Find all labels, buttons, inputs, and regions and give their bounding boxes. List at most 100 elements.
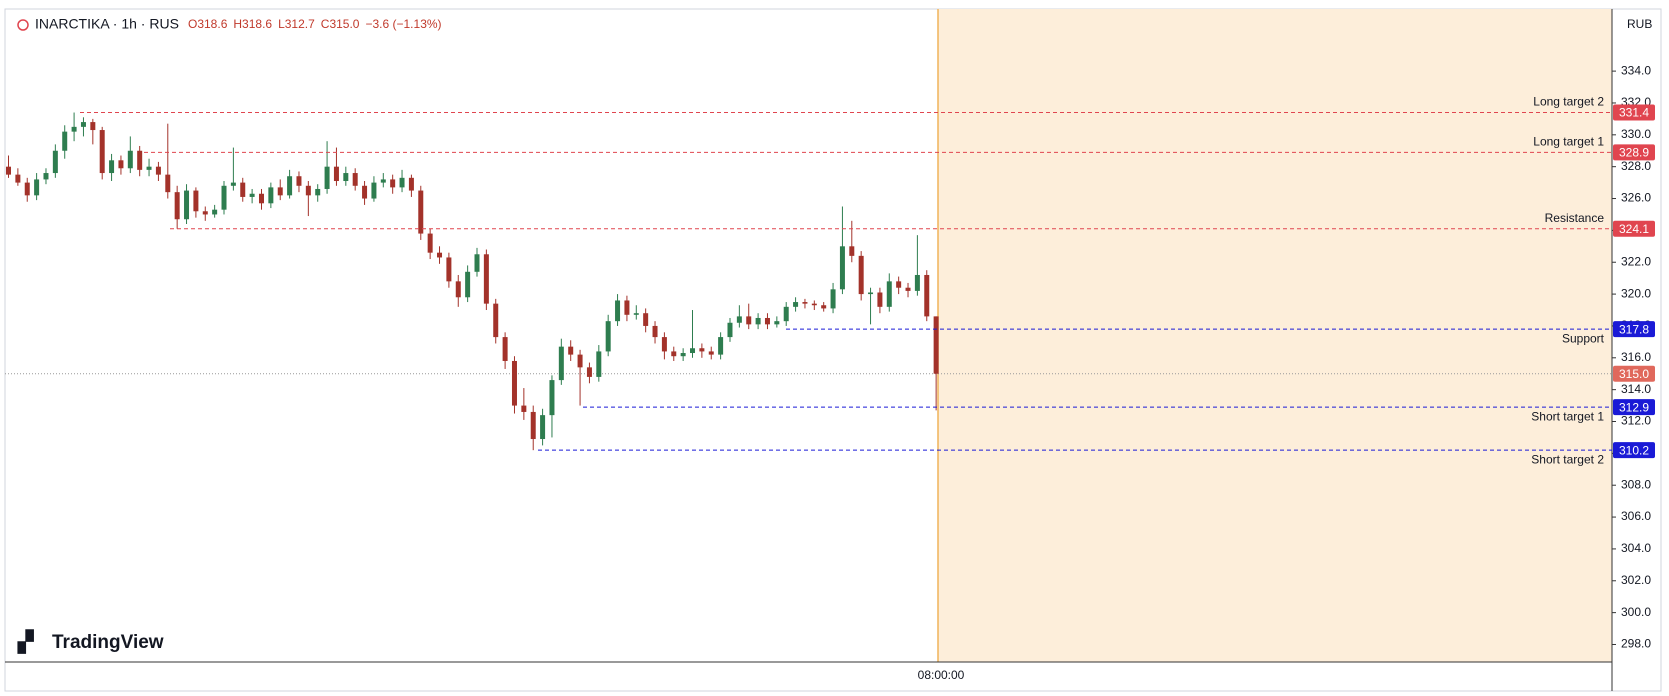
candle-body <box>483 254 489 304</box>
candle-body <box>427 233 433 253</box>
candle-body <box>118 160 124 169</box>
candle-body <box>746 316 752 325</box>
y-tick-label: 308.0 <box>1621 477 1651 491</box>
brand-logo: ▞ <box>17 628 34 654</box>
candle-body <box>6 166 11 175</box>
candle-body <box>558 346 564 381</box>
candle-body <box>868 292 874 295</box>
price-tag <box>1613 365 1655 382</box>
level-label: Short target 1 <box>1531 409 1604 423</box>
candle-body <box>774 321 780 325</box>
y-tick-label: 306.0 <box>1621 509 1651 523</box>
price-tag <box>1613 220 1655 237</box>
candle-body <box>633 313 639 315</box>
y-tick-label: 300.0 <box>1621 605 1651 619</box>
candle-body <box>305 185 311 196</box>
y-tick-label: 328.0 <box>1621 159 1651 173</box>
candle-body <box>268 187 274 204</box>
candle-body <box>821 305 827 309</box>
candle-body <box>905 287 911 291</box>
candle-body <box>362 185 368 199</box>
level-label: Support <box>1562 331 1605 345</box>
candle-body <box>521 405 527 412</box>
level-label: Long target 2 <box>1533 95 1604 109</box>
candle-body <box>24 182 30 196</box>
y-tick-label: 334.0 <box>1621 63 1651 77</box>
candle-body <box>296 176 302 186</box>
candle-body <box>455 281 461 298</box>
candle-body <box>390 179 396 188</box>
candle-body <box>184 190 190 220</box>
price-tag-label: 328.9 <box>1619 146 1649 160</box>
candle-body <box>886 281 892 307</box>
candle-body <box>202 211 208 215</box>
candle-body <box>315 188 321 196</box>
candle-body <box>446 257 452 282</box>
candle-body <box>165 174 171 193</box>
candle-body <box>849 246 855 256</box>
candle-body <box>605 321 611 352</box>
price-tag-label: 312.9 <box>1619 400 1649 414</box>
y-tick-label: 314.0 <box>1621 382 1651 396</box>
candle-body <box>437 252 443 258</box>
y-tick-label: 312.0 <box>1621 414 1651 428</box>
candle-body <box>418 190 424 234</box>
price-tag-label: 331.4 <box>1619 106 1649 120</box>
price-tag <box>1613 321 1655 338</box>
symbol-icon <box>17 19 29 31</box>
x-label: 08:00:00 <box>918 668 965 682</box>
candle-body <box>287 176 293 196</box>
legend-value: H318.6 <box>233 17 272 31</box>
candle-body <box>71 126 77 132</box>
candle-body <box>540 415 546 440</box>
y-tick-label: 330.0 <box>1621 127 1651 141</box>
candle-body <box>924 274 930 317</box>
candle-body <box>193 190 199 212</box>
level-label: Short target 2 <box>1531 452 1604 466</box>
candle-body <box>502 337 508 361</box>
legend-value: C315.0 <box>321 17 360 31</box>
price-tag <box>1613 442 1655 459</box>
level-label: Long target 1 <box>1533 135 1604 149</box>
currency: RUB <box>1627 17 1652 31</box>
candle-body <box>249 193 255 197</box>
candle-body <box>568 346 574 355</box>
candle-body <box>240 182 246 197</box>
candle-body <box>212 209 218 215</box>
candle-body <box>858 255 864 295</box>
y-tick-label: 326.0 <box>1621 191 1651 205</box>
brand: TradingView <box>52 632 164 653</box>
y-tick-label: 320.0 <box>1621 286 1651 300</box>
candle-body <box>549 380 555 416</box>
future-region <box>938 9 1612 662</box>
candle-body <box>530 411 536 440</box>
candle-body <box>90 122 96 131</box>
candle-body <box>624 300 630 315</box>
candle-body <box>586 367 592 377</box>
candle-body <box>34 179 40 196</box>
candle-body <box>221 185 227 210</box>
candle-body <box>708 351 714 355</box>
legend-value: O318.6 <box>188 17 228 31</box>
candle-body <box>380 179 386 183</box>
candle-body <box>80 122 86 127</box>
candle-body <box>839 246 845 290</box>
candle-body <box>324 166 330 189</box>
candle-body <box>493 303 499 338</box>
candle-body <box>399 177 405 188</box>
candle-body <box>99 130 105 174</box>
candle-body <box>877 292 883 307</box>
candle-body <box>146 166 152 170</box>
price-tag-label: 324.1 <box>1619 222 1649 236</box>
price-tag-label: 310.2 <box>1619 443 1649 457</box>
candle-body <box>793 302 799 307</box>
candle-body <box>137 150 143 170</box>
candle-body <box>408 177 414 191</box>
candle-body <box>690 348 696 354</box>
candle-body <box>127 150 133 169</box>
candle-body <box>914 274 920 291</box>
candle-body <box>52 150 58 174</box>
price-tag-label: 317.8 <box>1619 322 1649 336</box>
candle-body <box>474 254 480 272</box>
